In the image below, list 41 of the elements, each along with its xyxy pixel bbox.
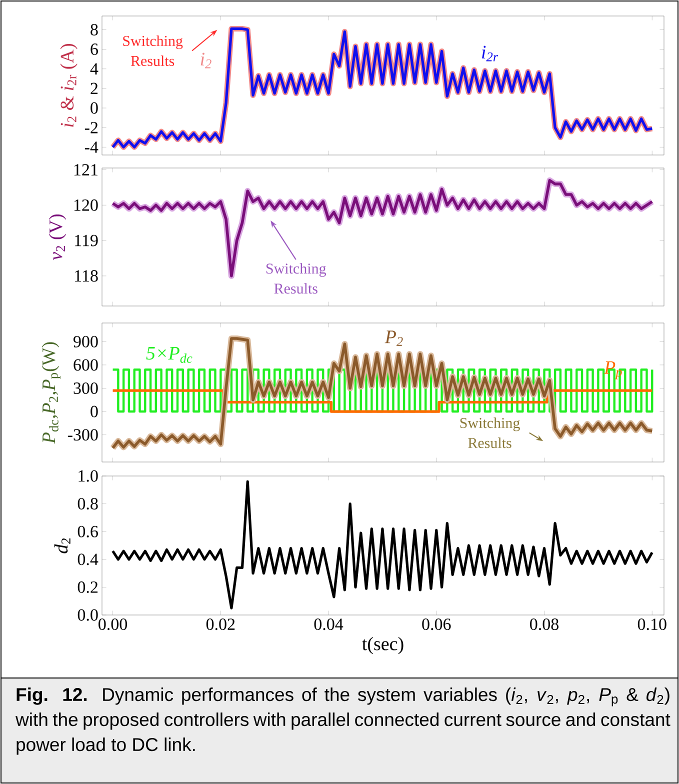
series-label: P$_{2}$: [384, 330, 403, 346]
y-tick-label: 0.4: [78, 554, 98, 566]
x-tick-label: 0.04: [314, 618, 344, 630]
y-axis-title: d$_{2}$: [54, 538, 70, 554]
y-tick-label: 0.6: [78, 526, 98, 538]
text: P$_{dc}$,P$_{2}$,P$_{p}$(W): [42, 342, 60, 444]
y-tick-label: 0.2: [78, 581, 98, 593]
y-tick-label: 119: [75, 234, 98, 246]
y-tick-label: 6: [90, 44, 98, 55]
y-tick-label: 600: [74, 359, 98, 371]
y-tick-label: 0.8: [78, 498, 98, 510]
y-tick-label: 8: [90, 24, 98, 36]
x-tick-label: 0.02: [206, 618, 235, 630]
y-tick-label: -2: [84, 122, 98, 134]
annotation: Switching Results: [460, 418, 520, 448]
annotation: Switching Results: [266, 263, 326, 294]
x-tick-label: 0.10: [638, 618, 666, 630]
y-tick-label: 121: [74, 164, 98, 176]
y-tick-label: -4: [84, 142, 98, 153]
x-tick-label: 0.08: [530, 618, 558, 630]
x-axis-title: t(sec): [362, 636, 404, 654]
y-axis-title: i$_{2}$ & i$_{2r}$ (A): [60, 44, 78, 127]
series-label: i$_{2}$: [200, 52, 212, 68]
x-tick-label: 0.00: [98, 618, 128, 630]
x-tick-label: 0.06: [422, 618, 451, 630]
y-tick-label: 1.0: [78, 470, 98, 482]
y-tick-label: 900: [74, 336, 98, 348]
y-tick-label: 300: [74, 382, 98, 394]
y-tick-label: 2: [90, 82, 98, 94]
series-label: 5×P$_{dc}$: [146, 347, 192, 363]
y-tick-label: -300: [68, 429, 98, 441]
y-axis-title: v$_{2}$ (V): [48, 214, 66, 260]
series-label: i$_{2r}$: [482, 46, 498, 62]
y-tick-label: 0.0: [78, 609, 98, 621]
y-tick-label: 0: [90, 102, 98, 114]
text: Fig. 12. Dynamic performances of the system variables (i$_{2}$, v$_{2}$, p$_{2}$, P$_{p}$ & d$_{2}$) with the proposed controllers with parallel connected current source and constant power load to DC link.: [16, 688, 670, 755]
y-tick-label: 0: [90, 406, 98, 418]
y-tick-label: 118: [75, 270, 98, 282]
y-tick-label: 4: [90, 63, 98, 74]
annotation: Switching Results: [123, 35, 183, 66]
y-tick-label: 120: [74, 199, 98, 211]
